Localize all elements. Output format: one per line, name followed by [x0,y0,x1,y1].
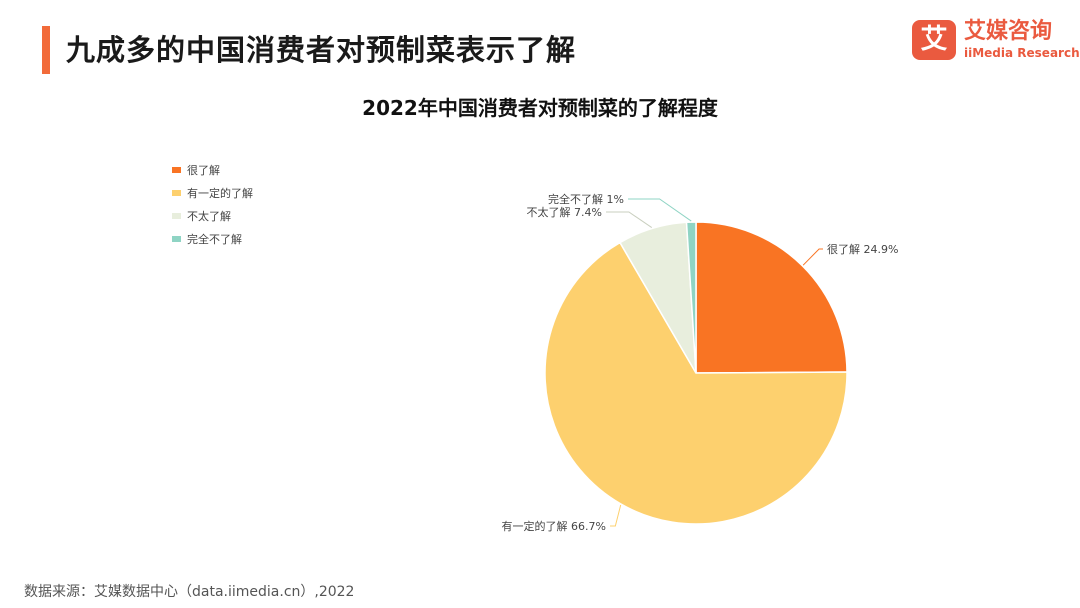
slice-data-label-2: 有一定的了解 66.7% [502,519,606,533]
title-accent-bar [42,26,50,74]
legend-swatch [172,235,181,242]
legend-label: 完全不了解 [187,232,242,246]
leader-line-1 [802,248,823,266]
legend-swatch [172,189,181,196]
leader-line-4 [628,198,692,222]
logo-name-cn: 艾媒咨询 [964,19,1053,44]
legend-label: 有一定的了解 [187,186,253,200]
slice-data-label-3: 不太了解 7.4% [527,205,602,219]
chart-legend: 很了解 有一定的了解 不太了解 完全不了解 [172,158,253,250]
leader-line-3 [606,211,653,228]
logo-name-en: iiMedia Research [964,46,1080,60]
legend-label: 不太了解 [187,209,231,223]
legend-swatch [172,212,181,219]
legend-item: 很了解 [172,158,253,181]
data-source-note: 数据来源：艾媒数据中心（data.iimedia.cn）,2022 [24,584,355,600]
pie-slice-4 [685,221,697,374]
logo-mark-icon: 艾 [912,20,956,60]
legend-item: 有一定的了解 [172,181,253,204]
legend-item: 不太了解 [172,204,253,227]
slice-data-label-4: 完全不了解 1% [548,192,624,206]
pie-slice-1 [695,221,848,374]
leader-line-2 [610,504,622,527]
page-title: 九成多的中国消费者对预制菜表示了解 [66,33,577,67]
legend-label: 很了解 [187,163,220,177]
pie-slice-2 [544,241,848,525]
legend-swatch [172,166,181,173]
legend-item: 完全不了解 [172,227,253,250]
slice-data-label-1: 很了解 24.9% [827,242,898,256]
chart-title: 2022年中国消费者对预制菜的了解程度 [362,96,718,120]
brand-logo: 艾 艾媒咨询 iiMedia Research [912,18,1080,66]
